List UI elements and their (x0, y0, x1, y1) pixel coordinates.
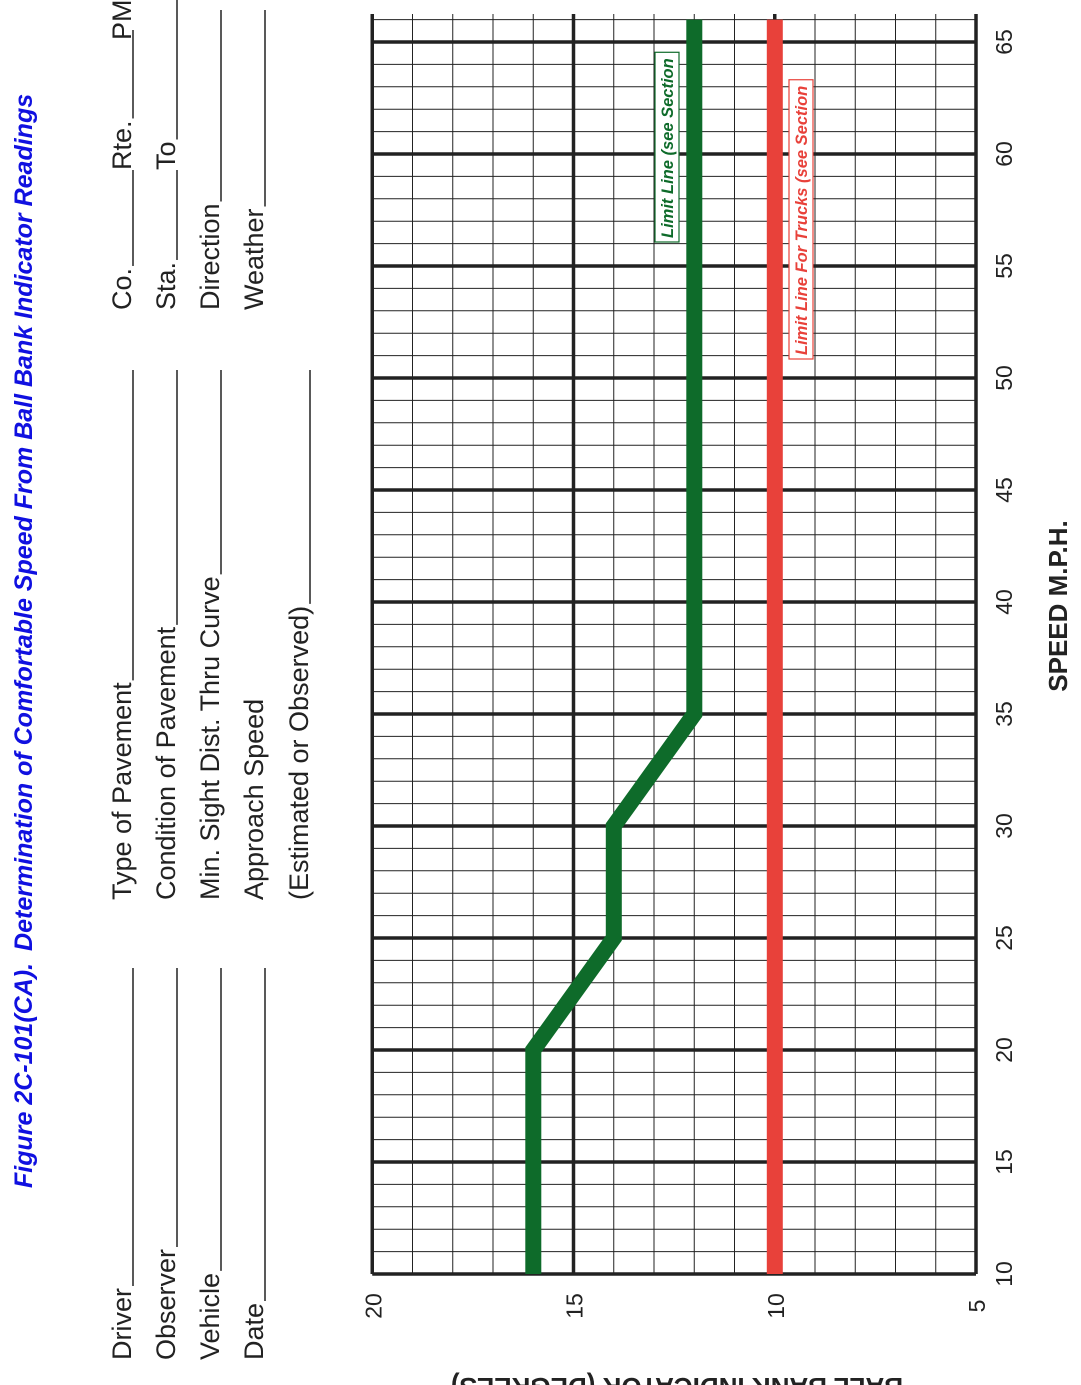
series-layer (525, 19, 783, 1274)
form-label-weather: Weather (239, 208, 269, 310)
x-tick-label-10: 10 (991, 1261, 1017, 1287)
form-label-to: To (151, 141, 181, 170)
form-label-col2-1: Condition of Pavement (151, 626, 181, 900)
figure-title-prefix: Figure 2C-101(CA). (10, 963, 38, 1188)
x-tick-label-35: 35 (991, 701, 1017, 727)
form-label-approach-speed: Approach Speed (239, 699, 269, 900)
x-tick-label-20: 20 (991, 1037, 1017, 1063)
form-label-pm: PM (107, 0, 137, 40)
x-tick-label-50: 50 (991, 365, 1017, 391)
y-tick-label-20: 20 (360, 1293, 386, 1319)
y-tick-label-15: 15 (562, 1293, 588, 1319)
form-label-rte: Rte. (107, 120, 137, 170)
limit-line-label-box (654, 51, 680, 243)
form-label-col2-2: Min. Sight Dist. Thru Curve (195, 576, 225, 900)
x-tick-label-15: 15 (991, 1149, 1017, 1175)
truck-limit-line-label: Limit Line For Trucks (see Section (793, 86, 811, 355)
x-axis-title: SPEED M.P.H. (1043, 520, 1073, 691)
form-label-driver: Driver (107, 1288, 137, 1360)
x-tick-label-30: 30 (991, 813, 1017, 839)
form-label-col2-0: Type of Pavement (107, 682, 137, 900)
y-tick-label-10: 10 (763, 1293, 789, 1319)
form-fields: Driver Observer Vehicle Date Type of Pavemen… (107, 0, 314, 1360)
y-tick-label-5: 5 (964, 1300, 990, 1313)
truck-limit-line-label-box (788, 79, 814, 360)
y-axis-title: BALL BANK INDICATOR (DEGREES) (451, 1372, 903, 1385)
form-label-estimated-observed: (Estimated or Observed) (284, 606, 314, 900)
x-tick-label-40: 40 (991, 589, 1017, 615)
figure-title-text: Determination of Comfortable Speed From … (10, 94, 38, 951)
x-tick-label-25: 25 (991, 925, 1017, 951)
series-labels: Limit Line (see Section Limit Line For Tr… (654, 51, 814, 360)
x-tick-label-45: 45 (991, 477, 1017, 503)
form-label-co: Co. (107, 268, 137, 310)
x-tick-label-55: 55 (991, 253, 1017, 279)
limit-line-label: Limit Line (see Section (659, 58, 677, 238)
form-label-direction: Direction (195, 203, 225, 310)
form-label-observer: Observer (151, 1249, 181, 1360)
figure-title: Figure 2C-101(CA). Determination of Comfo… (10, 94, 38, 1188)
form-label-sta: Sta. (151, 262, 181, 310)
form-label-vehicle: Vehicle (195, 1273, 225, 1360)
limit-line-series (525, 19, 703, 1274)
form-label-date: Date (239, 1303, 269, 1360)
x-tick-label-65: 65 (991, 29, 1017, 55)
x-tick-label-60: 60 (991, 141, 1017, 167)
